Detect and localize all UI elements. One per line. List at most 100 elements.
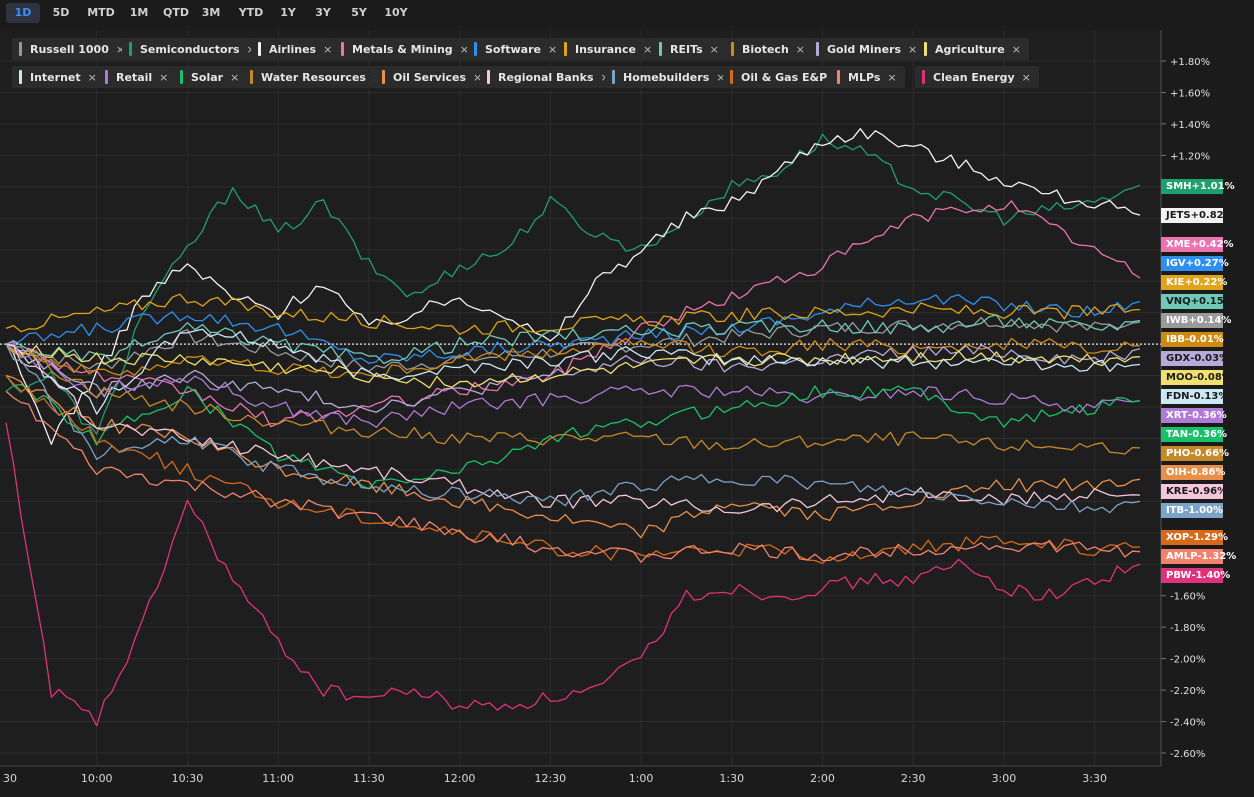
legend-chip-homebuilders[interactable]: Homebuilders × [605, 66, 734, 88]
timeframe-5d-button[interactable]: 5D [52, 6, 70, 19]
value-tag-ticker: FDN [1166, 391, 1190, 402]
legend-swatch [612, 70, 615, 84]
value-tag-ticker: TAN [1166, 429, 1189, 440]
legend-label: Russell 1000 [30, 42, 109, 56]
legend-chip-biotech[interactable]: Biotech × [724, 38, 814, 60]
value-tag-change: -1.29% [1189, 532, 1229, 543]
legend-label: Agriculture [935, 42, 1005, 56]
x-tick-label: 10:00 [81, 772, 113, 785]
remove-series-icon[interactable]: × [1011, 42, 1021, 56]
remove-series-icon[interactable]: × [87, 70, 97, 84]
timeframe-1m-button[interactable]: 1M [129, 6, 149, 19]
legend-chip-agriculture[interactable]: Agriculture × [917, 38, 1029, 60]
value-tag-igv: IGV +0.27% [1161, 256, 1229, 271]
y-tick-label: -1.80% [1170, 623, 1205, 634]
remove-series-icon[interactable]: × [473, 70, 483, 84]
series-line-xop [5, 375, 1141, 564]
legend-swatch [730, 70, 733, 84]
value-tag-change: +0.82% [1190, 210, 1234, 221]
legend-chip-gold-miners[interactable]: Gold Miners × [809, 38, 926, 60]
timeframe-3m-button[interactable]: 3M [201, 6, 221, 19]
remove-series-icon[interactable]: × [159, 70, 169, 84]
legend-label: REITs [670, 42, 703, 56]
value-tag-smh: SMH +1.01% [1161, 179, 1235, 194]
remove-series-icon[interactable]: × [115, 42, 126, 56]
timeframe-mtd-button[interactable]: MTD [87, 6, 115, 19]
value-tag-change: -0.66% [1190, 448, 1230, 459]
timeframe-5y-button[interactable]: 5Y [351, 6, 367, 19]
legend-chip-semiconductors[interactable]: Semiconductors× [122, 38, 264, 60]
y-tick-label: -2.20% [1170, 686, 1205, 697]
remove-series-icon[interactable]: × [230, 70, 240, 84]
legend-label: Internet [30, 70, 81, 84]
legend-chip-software[interactable]: Software × [467, 38, 566, 60]
remove-series-icon[interactable]: × [323, 42, 333, 56]
remove-series-icon[interactable]: × [548, 42, 558, 56]
value-tag-xme: XME +0.42% [1161, 237, 1234, 252]
remove-series-icon[interactable]: × [459, 42, 469, 56]
legend-swatch [731, 42, 734, 56]
value-tag-change: -0.36% [1187, 410, 1227, 421]
value-tag-ticker: JETS [1166, 210, 1191, 221]
legend-swatch [341, 42, 344, 56]
value-tag-gdx: GDX -0.03% [1161, 351, 1229, 366]
timeframe-3y-button[interactable]: 3Y [315, 6, 331, 19]
legend-swatch [487, 70, 490, 84]
legend-chip-insurance[interactable]: Insurance × [557, 38, 661, 60]
legend-chip-retail[interactable]: Retail × [98, 66, 177, 88]
value-tag-change: +1.01% [1191, 181, 1235, 192]
series-line-smh [5, 133, 1141, 435]
legend-chip-clean-energy[interactable]: Clean Energy × [915, 66, 1039, 88]
value-tag-change: -0.36% [1188, 429, 1227, 440]
value-tag-moo: MOO -0.08% [1161, 370, 1232, 385]
legend-label: Solar [191, 70, 224, 84]
legend-chip-oil-gas-e-p[interactable]: Oil & Gas E&P× [723, 66, 852, 88]
legend-chip-russell-1000[interactable]: Russell 1000 × [12, 38, 134, 60]
x-tick-label: 2:30 [901, 772, 926, 785]
series-line-moo [5, 343, 1141, 389]
chart-plot-area[interactable] [0, 30, 1161, 766]
x-tick-label: 3:00 [992, 772, 1017, 785]
timeframe-10y-button[interactable]: 10Y [384, 6, 408, 19]
value-tag-change: -0.01% [1184, 334, 1224, 345]
value-tag-pho: PHO -0.66% [1161, 446, 1229, 461]
legend-label: Metals & Mining [352, 42, 453, 56]
remove-series-icon[interactable]: × [908, 42, 918, 56]
series-line-itb [5, 343, 1141, 514]
timeframe-ytd-button[interactable]: YTD [238, 6, 264, 19]
value-tag-ticker: GDX [1166, 353, 1191, 364]
timeframe-1y-button[interactable]: 1Y [280, 6, 296, 19]
remove-series-icon[interactable]: × [709, 42, 719, 56]
value-tag-change: -0.96% [1188, 486, 1228, 497]
remove-series-icon[interactable]: × [642, 42, 653, 56]
legend-chip-mlps[interactable]: MLPs × [830, 66, 905, 88]
series-line-kre [5, 343, 1141, 514]
legend-label: Airlines [269, 42, 317, 56]
legend-chip-airlines[interactable]: Airlines × [251, 38, 341, 60]
series-line-pho [5, 343, 1141, 455]
series-line-igv [5, 294, 1141, 364]
x-tick-label: 11:30 [353, 772, 385, 785]
value-tag-ticker: OIH [1166, 467, 1187, 478]
legend-swatch [19, 42, 22, 56]
value-tag-kre: KRE -0.96% [1161, 484, 1227, 499]
x-tick-label: 11:00 [262, 772, 294, 785]
legend-chip-oil-services[interactable]: Oil Services × [375, 66, 491, 88]
legend-label: MLPs [848, 70, 881, 84]
legend-chip-reits[interactable]: REITs × [652, 38, 727, 60]
legend-chip-water-resources[interactable]: Water Resources× [243, 66, 391, 88]
legend-chip-internet[interactable]: Internet × [12, 66, 105, 88]
timeframe-1d-button[interactable]: 1D [6, 3, 40, 23]
remove-series-icon[interactable]: × [1021, 70, 1031, 84]
legend-swatch [924, 42, 927, 56]
y-tick-label: +1.40% [1170, 120, 1210, 131]
legend-chip-metals-mining[interactable]: Metals & Mining × [334, 38, 477, 60]
legend-chip-solar[interactable]: Solar × [173, 66, 248, 88]
remove-series-icon[interactable]: × [716, 70, 726, 84]
value-tag-ticker: VNQ [1166, 296, 1191, 307]
legend-chip-regional-banks[interactable]: Regional Banks× [480, 66, 618, 88]
timeframe-qtd-button[interactable]: QTD [163, 6, 189, 19]
remove-series-icon[interactable]: × [887, 70, 897, 84]
y-tick-label: -1.60% [1170, 592, 1205, 603]
remove-series-icon[interactable]: × [795, 42, 806, 56]
